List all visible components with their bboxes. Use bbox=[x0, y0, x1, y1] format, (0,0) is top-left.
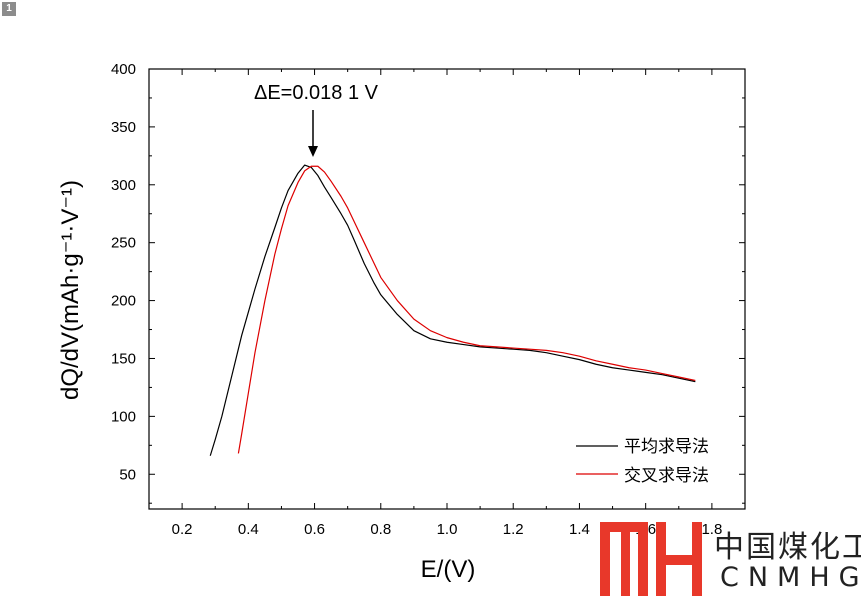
x-tick-label: 0.8 bbox=[370, 521, 391, 538]
series-line-1 bbox=[209, 164, 696, 456]
x-axis-title: E/(V) bbox=[421, 556, 476, 583]
y-tick-label: 300 bbox=[111, 177, 136, 194]
series-layer bbox=[209, 164, 696, 456]
y-tick-label: 400 bbox=[111, 61, 136, 78]
x-tick-label: 0.6 bbox=[304, 521, 325, 538]
logo-chinese-text: 中国煤化工 bbox=[714, 530, 861, 565]
y-tick-labels: 50 100 150 200 250 300 350 400 bbox=[111, 61, 136, 483]
page-number-badge: 1 bbox=[2, 2, 16, 16]
watermark-logo: 中国煤化工 CNMHG bbox=[596, 518, 861, 600]
logo-latin-text: CNMHG bbox=[720, 562, 861, 593]
mh-logo-mark bbox=[600, 522, 702, 596]
x-tick-label: 1.8 bbox=[701, 521, 722, 538]
annotation-label: ΔE=0.018 1 V bbox=[254, 82, 379, 104]
x-tick-label: 1.0 bbox=[437, 521, 458, 538]
annotation-arrow-head bbox=[308, 146, 318, 157]
legend: 平均求导法 交叉求导法 bbox=[576, 437, 709, 486]
y-tick-label: 350 bbox=[111, 119, 136, 136]
legend-label-series-1: 平均求导法 bbox=[624, 437, 709, 457]
x-tick-label: 0.4 bbox=[238, 521, 259, 538]
delta-e-annotation: ΔE=0.018 1 V bbox=[254, 82, 379, 157]
series-line-2 bbox=[237, 165, 696, 454]
y-tick-label: 100 bbox=[111, 408, 136, 425]
y-tick-label: 150 bbox=[111, 350, 136, 367]
y-tick-label: 50 bbox=[119, 466, 136, 483]
axis-ticks bbox=[148, 68, 745, 509]
y-axis-title: dQ/dV(mAh·g⁻¹·V⁻¹) bbox=[57, 180, 84, 400]
x-tick-label: 0.2 bbox=[172, 521, 193, 538]
legend-label-series-2: 交叉求导法 bbox=[624, 466, 709, 486]
y-tick-label: 250 bbox=[111, 235, 136, 252]
y-tick-label: 200 bbox=[111, 293, 136, 310]
x-tick-label: 1.2 bbox=[503, 521, 524, 538]
x-tick-label: 1.4 bbox=[569, 521, 590, 538]
